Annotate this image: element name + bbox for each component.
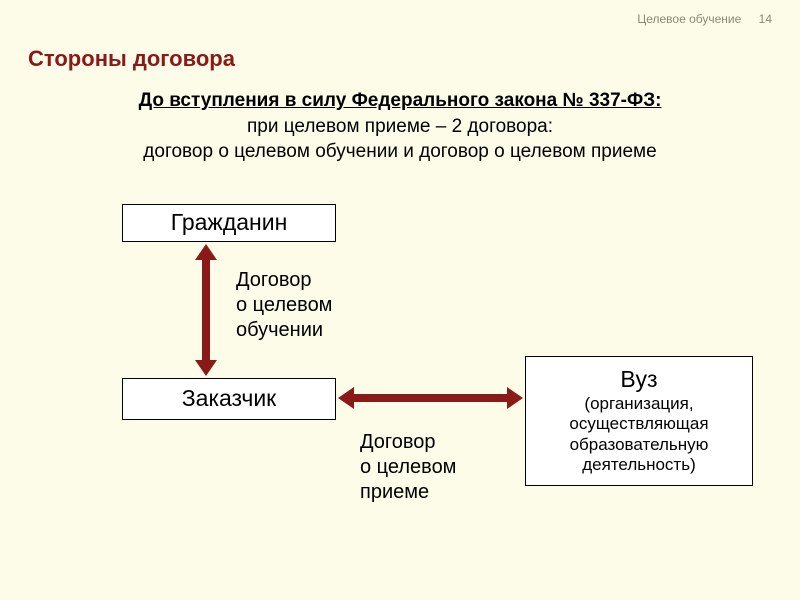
edge-h1-line3: приеме [360, 481, 429, 503]
edge-h1-line2: о целевом [360, 456, 456, 478]
subhead-line2: при целевом приеме – 2 договора: [247, 116, 553, 137]
edge-citizen-customer [202, 244, 210, 376]
node-vuz-sub4: деятельность) [582, 455, 696, 475]
slide: Целевое обучение 14 Стороны договора До … [0, 0, 800, 600]
arrow-shaft [350, 394, 511, 402]
node-customer-label: Заказчик [182, 385, 276, 413]
arrow-shaft [202, 256, 210, 364]
node-citizen-label: Гражданин [171, 209, 288, 237]
edge-customer-vuz [338, 394, 523, 402]
edge-v1-line2: о целевом [236, 294, 332, 316]
arrowhead-left-icon [338, 387, 354, 409]
node-vuz-sub2: осуществляющая [569, 414, 708, 434]
node-vuz-title: Вуз [620, 366, 657, 394]
arrowhead-down-icon [195, 360, 217, 376]
arrowhead-up-icon [195, 244, 217, 260]
edge-label-training: Договор о целевом обучении [236, 268, 332, 343]
node-customer: Заказчик [122, 378, 336, 420]
breadcrumb: Целевое обучение [637, 12, 741, 26]
subhead-line3: договор о целевом обучении и договор о ц… [143, 141, 656, 162]
arrowhead-right-icon [507, 387, 523, 409]
edge-h1-line1: Договор [360, 431, 436, 453]
edge-v1-line3: обучении [236, 319, 323, 341]
node-citizen: Гражданин [122, 204, 336, 242]
node-vuz: Вуз (организация, осуществляющая образов… [525, 356, 753, 486]
subhead-line1: До вступления в силу Федерального закона… [139, 90, 662, 111]
edge-label-admission: Договор о целевом приеме [360, 430, 456, 505]
subheading: До вступления в силу Федерального закона… [0, 88, 800, 165]
page-title: Стороны договора [28, 46, 235, 72]
header-right: Целевое обучение 14 [637, 12, 772, 26]
node-vuz-sub1: (организация, [584, 394, 693, 414]
edge-v1-line1: Договор [236, 269, 312, 291]
page-number: 14 [759, 12, 772, 26]
node-vuz-sub3: образовательную [570, 435, 709, 455]
